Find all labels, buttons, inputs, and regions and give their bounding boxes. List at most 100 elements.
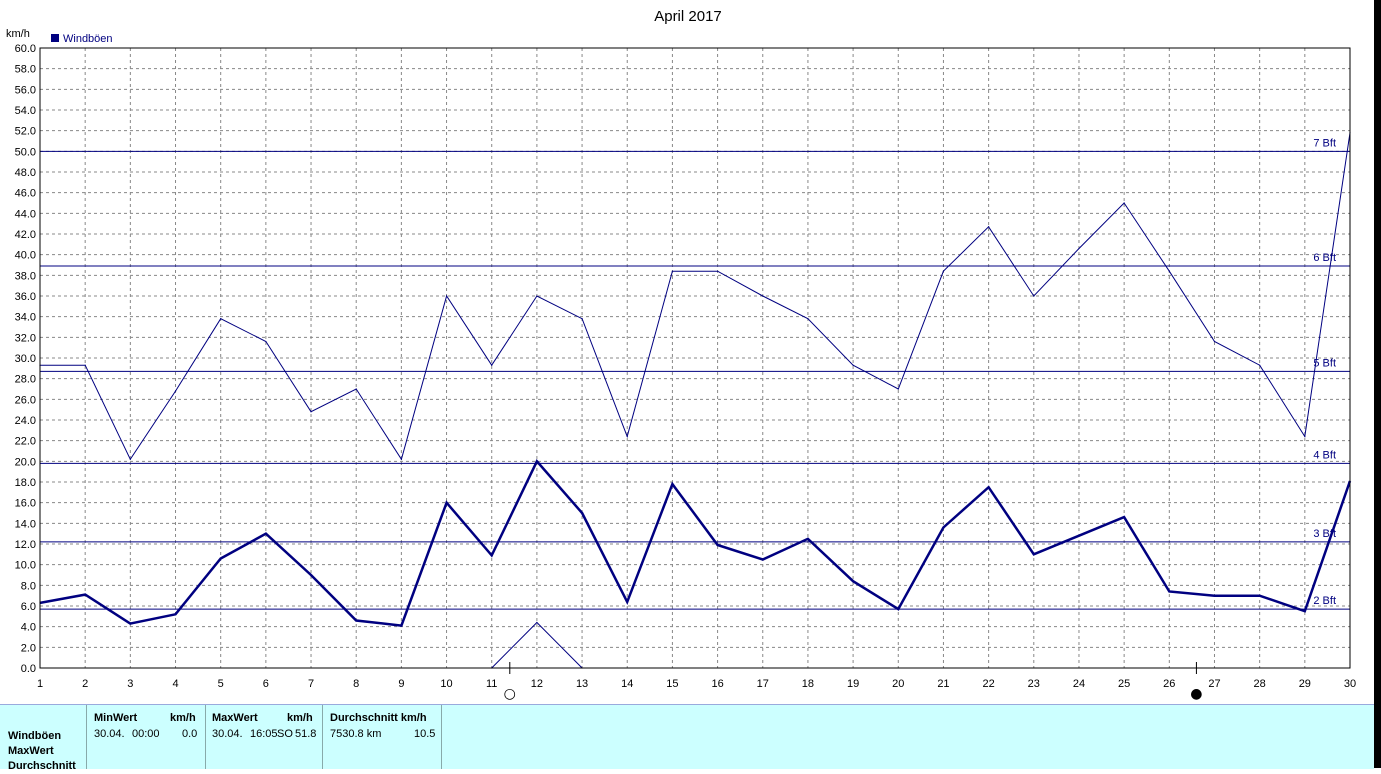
x-tick-label: 18 [802, 678, 814, 690]
x-tick-label: 25 [1118, 678, 1130, 690]
data-point [626, 601, 628, 603]
beaufort-label: 7 Bft [1313, 137, 1336, 149]
full-moon-icon: ○ [504, 686, 516, 702]
data-point [1168, 270, 1170, 272]
stats-max-time: 16:05 [250, 728, 278, 740]
x-tick-label: 26 [1163, 678, 1175, 690]
x-tick-label: 28 [1254, 678, 1266, 690]
stats-avg-distance: 7530.8 km [330, 728, 382, 740]
stats-row-label: Windböen [8, 730, 62, 742]
stats-min-value: 0.0 [182, 728, 198, 740]
data-point [807, 538, 809, 540]
data-point [1078, 535, 1080, 537]
y-tick-label: 14.0 [15, 518, 36, 530]
data-point [942, 526, 945, 529]
x-tick-label: 3 [127, 678, 133, 690]
y-tick-label: 48.0 [15, 167, 36, 179]
data-point [716, 270, 719, 272]
stats-avg-box: Durchschnitt km/h 7530.8 km 10.5 [323, 705, 442, 769]
data-point [445, 502, 448, 504]
stats-row-label: MaxWert [8, 745, 54, 757]
y-tick-label: 34.0 [15, 312, 36, 324]
stats-max-dir: SO [277, 728, 293, 740]
y-axis-label: km/h [6, 28, 30, 40]
data-point [174, 390, 177, 392]
y-tick-label: 42.0 [15, 229, 36, 241]
data-point [355, 619, 357, 622]
x-tick-label: 13 [576, 678, 588, 690]
data-point [400, 625, 402, 627]
y-tick-label: 20.0 [15, 456, 36, 468]
grid [40, 48, 1350, 668]
x-tick-label: 6 [263, 678, 269, 690]
data-point [897, 608, 899, 610]
data-point [265, 340, 267, 343]
x-tick-label: 24 [1073, 678, 1085, 690]
y-tick-label: 38.0 [15, 270, 36, 282]
data-point [852, 364, 854, 366]
data-point [1304, 435, 1306, 438]
legend-swatch [51, 34, 59, 42]
x-tick-label: 16 [711, 678, 723, 690]
data-point [581, 318, 583, 320]
y-tick-label: 60.0 [15, 43, 36, 55]
y-tick-label: 58.0 [15, 64, 36, 76]
data-point [1304, 610, 1306, 612]
y-tick-label: 44.0 [15, 208, 36, 220]
x-tick-label: 22 [982, 678, 994, 690]
data-point [491, 554, 493, 556]
data-point [400, 458, 402, 460]
data-point [1259, 364, 1261, 366]
y-tick-label: 32.0 [15, 332, 36, 344]
data-point [220, 318, 222, 320]
stats-min-header: MinWert [94, 712, 138, 724]
y-tick-label: 4.0 [21, 622, 36, 634]
data-point [1033, 295, 1035, 297]
x-tick-label: 1 [37, 678, 43, 690]
x-tick-label: 29 [1299, 678, 1311, 690]
data-point [807, 318, 809, 320]
data-point [671, 270, 674, 272]
x-tick-label: 10 [440, 678, 452, 690]
y-tick-label: 52.0 [15, 126, 36, 138]
data-point [265, 533, 267, 535]
y-tick-label: 0.0 [21, 663, 36, 675]
data-point [1123, 202, 1125, 204]
data-point [1213, 595, 1216, 597]
data-point [581, 512, 583, 514]
stats-row-labels: Windböen MaxWert Durchschnitt [8, 729, 76, 774]
data-point [1213, 340, 1216, 343]
plot-frame [39, 47, 1351, 669]
x-tick-label: 4 [172, 678, 178, 690]
y-tick-label: 12.0 [15, 539, 36, 551]
beaufort-label: 6 Bft [1313, 252, 1336, 264]
series-line [39, 459, 1352, 627]
x-tick-label: 5 [218, 678, 224, 690]
data-point [536, 295, 538, 297]
chart-title: April 2017 [654, 8, 722, 25]
data-point [762, 558, 764, 561]
x-tick-label: 11 [486, 678, 497, 690]
data-point [1168, 590, 1170, 593]
beaufort-label: 2 Bft [1313, 595, 1336, 607]
stats-max-unit: km/h [287, 712, 313, 724]
y-tick-label: 16.0 [15, 498, 36, 510]
data-point [1259, 595, 1261, 597]
data-point [491, 364, 493, 366]
data-point [1123, 516, 1125, 518]
y-tick-label: 30.0 [15, 353, 36, 365]
y-tick-label: 26.0 [15, 394, 36, 406]
x-tick-label: 15 [666, 678, 678, 690]
x-tick-label: 21 [937, 678, 949, 690]
stats-box-leftpad [0, 705, 87, 769]
x-tick-label: 14 [621, 678, 633, 690]
x-tick-label: 27 [1208, 678, 1220, 690]
y-tick-label: 54.0 [15, 105, 36, 117]
x-tick-label: 30 [1344, 678, 1356, 690]
beaufort-label: 4 Bft [1313, 449, 1336, 461]
window-edge [1374, 0, 1381, 768]
y-tick-label: 36.0 [15, 291, 36, 303]
x-tick-label: 19 [847, 678, 859, 690]
y-tick-label: 10.0 [15, 560, 36, 572]
